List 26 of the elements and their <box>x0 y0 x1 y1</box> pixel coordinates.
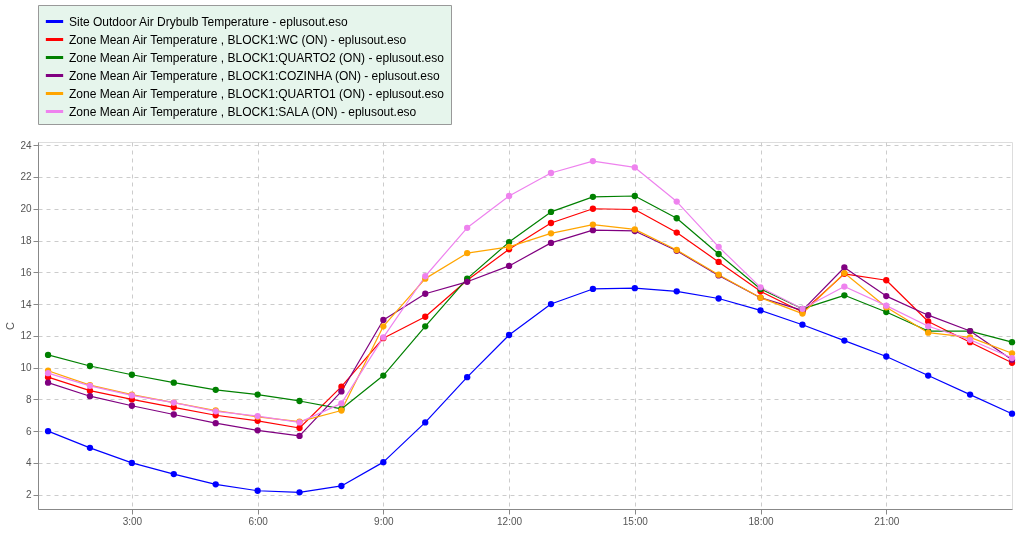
y-tick-label: 8 <box>25 393 32 405</box>
y-tick-label: 12 <box>20 330 32 342</box>
y-tick-label: 2 <box>25 489 32 501</box>
y-tick-label: 16 <box>20 266 32 278</box>
legend-label: Site Outdoor Air Drybulb Temperature - eplusout.eso <box>69 14 348 29</box>
y-tick-label: 18 <box>20 235 32 246</box>
x-tick-label: 18:00 <box>748 515 774 527</box>
y-tick-label: 10 <box>20 362 32 374</box>
y-tick-label: 22 <box>20 171 32 183</box>
y-tick-label: 20 <box>20 203 32 215</box>
y-axis-title: C <box>4 321 17 330</box>
legend-label: Zone Mean Air Temperature , BLOCK1:COZINHA (ON) - eplusout.eso <box>69 68 440 83</box>
x-tick-label: 12:00 <box>497 515 523 527</box>
x-tick-label: 15:00 <box>622 515 649 527</box>
legend-label: Zone Mean Air Temperature , BLOCK1:WC (ON) - eplusout.eso <box>69 32 407 47</box>
y-tick-label: 4 <box>25 457 32 469</box>
legend-label: Zone Mean Air Temperature , BLOCK1:QUARTO2 (ON) - eplusout.eso <box>69 50 445 65</box>
x-tick-label: 21:00 <box>874 515 900 527</box>
legend-label: Zone Mean Air Temperature , BLOCK1:QUARTO1 (ON) - eplusout.eso <box>69 86 445 101</box>
x-tick-label: 3:00 <box>122 515 143 527</box>
legend-label: Zone Mean Air Temperature , BLOCK1:SALA (ON) - eplusout.eso <box>69 104 417 119</box>
y-tick-label: 6 <box>25 425 32 437</box>
x-tick-label: 9:00 <box>374 515 395 527</box>
y-tick-label: 24 <box>20 139 32 151</box>
y-tick-label: 14 <box>20 298 32 310</box>
x-tick-label: 6:00 <box>248 515 269 527</box>
